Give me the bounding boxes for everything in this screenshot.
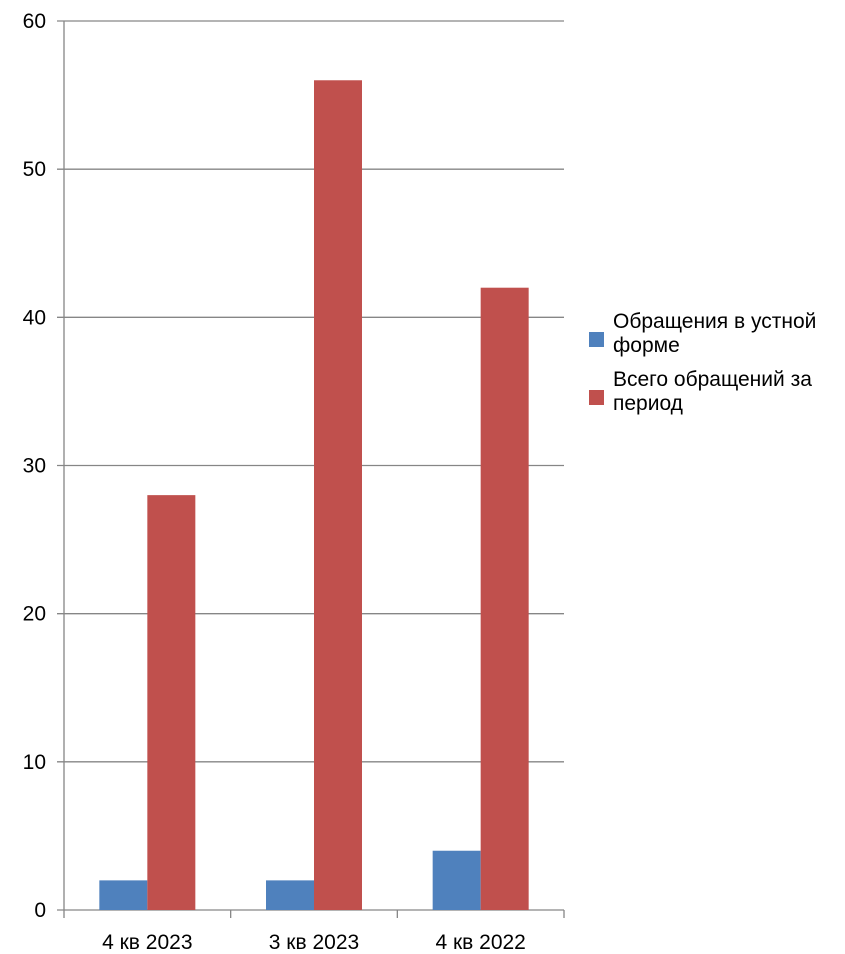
bar-oral-0: [99, 880, 148, 910]
legend-label-line: период: [613, 392, 683, 415]
bar-oral-1: [266, 880, 314, 910]
x-tick-label: 4 кв 2022: [435, 931, 525, 954]
bar-total-2: [480, 287, 529, 910]
bar-total-0: [147, 495, 196, 910]
legend-swatch: [589, 332, 604, 347]
y-tick-label: 10: [23, 751, 46, 774]
tick-labels: 0 10 20 30 40 50 60 4 кв 2023 3 кв 2023 4 кв 2022: [23, 10, 526, 954]
y-tick-label: 60: [23, 10, 46, 33]
y-tick-label: 50: [23, 158, 46, 181]
gridlines: [57, 20, 564, 763]
y-tick-label: 40: [23, 306, 46, 329]
y-tick-label: 20: [23, 603, 46, 626]
legend-label: Всего обращений за период: [613, 368, 812, 415]
y-tick-label: 30: [23, 455, 46, 478]
legend-label-line: Обращения в устной: [613, 310, 816, 333]
legend: Обращения в устной форме Всего обращений з…: [589, 310, 816, 415]
x-tick-label: 3 кв 2023: [269, 931, 359, 954]
y-tick-label: 0: [34, 899, 46, 922]
legend-label: Обращения в устной форме: [613, 310, 816, 357]
legend-label-line: форме: [613, 334, 680, 357]
bars: [99, 80, 529, 911]
legend-swatch: [589, 390, 604, 405]
x-tick-label: 4 кв 2023: [102, 931, 192, 954]
bar-total-1: [314, 80, 362, 911]
legend-label-line: Всего обращений за: [613, 368, 812, 391]
bar-oral-2: [432, 850, 481, 910]
